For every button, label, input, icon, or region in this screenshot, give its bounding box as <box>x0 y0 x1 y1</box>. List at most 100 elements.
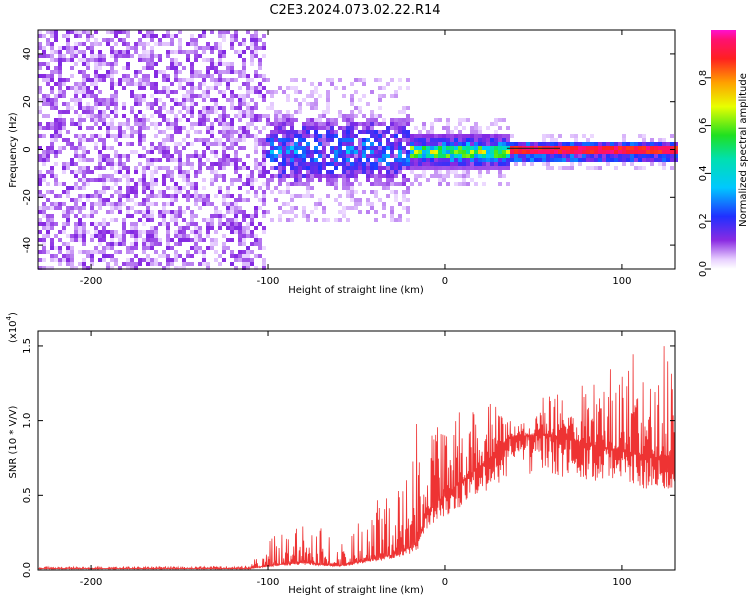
heatmap-cell <box>306 150 310 154</box>
heatmap-cell <box>430 166 434 170</box>
heatmap-cell <box>190 122 194 126</box>
heatmap-cell <box>122 194 126 198</box>
heatmap-cell <box>154 250 158 254</box>
heatmap-cell <box>170 186 174 190</box>
heatmap-cell <box>386 130 390 134</box>
heatmap-cell <box>454 174 458 178</box>
heatmap-cell <box>142 66 146 70</box>
heatmap-cell <box>178 234 182 238</box>
heatmap-cell <box>110 86 114 90</box>
heatmap-cell <box>206 158 210 162</box>
heatmap-cell <box>398 150 402 154</box>
heatmap-cell <box>262 142 266 146</box>
heatmap-cell <box>470 134 474 138</box>
heatmap-cell <box>606 150 610 154</box>
heatmap-cell <box>226 30 230 34</box>
heatmap-cell <box>430 138 434 142</box>
heatmap-cell <box>306 174 310 178</box>
heatmap-cell <box>194 94 198 98</box>
heatmap-cell <box>194 190 198 194</box>
heatmap-cell <box>158 38 162 42</box>
heatmap-cell <box>198 154 202 158</box>
heatmap-cell <box>278 178 282 182</box>
heatmap-cell <box>230 38 234 42</box>
heatmap-cell <box>210 166 214 170</box>
heatmap-cell <box>370 162 374 166</box>
heatmap-cell <box>126 82 130 86</box>
heatmap-cell <box>334 182 338 186</box>
heatmap-cell <box>158 98 162 102</box>
heatmap-cell <box>118 234 122 238</box>
heatmap-cell <box>434 166 438 170</box>
heatmap-cell <box>146 202 150 206</box>
heatmap-cell <box>78 42 82 46</box>
heatmap-cell <box>382 158 386 162</box>
heatmap-cell <box>106 122 110 126</box>
heatmap-cell <box>166 126 170 130</box>
heatmap-cell <box>242 210 246 214</box>
heatmap-cell <box>186 50 190 54</box>
heatmap-cell <box>94 54 98 58</box>
heatmap-cell <box>338 110 342 114</box>
heatmap-cell <box>182 210 186 214</box>
heatmap-cell <box>86 86 90 90</box>
heatmap-cell <box>478 146 482 150</box>
heatmap-cell <box>166 234 170 238</box>
heatmap-cell <box>634 158 638 162</box>
heatmap-cell <box>154 42 158 46</box>
heatmap-cell <box>318 154 322 158</box>
heatmap-cell <box>142 238 146 242</box>
heatmap-cell <box>146 102 150 106</box>
heatmap-cell <box>150 258 154 262</box>
heatmap-cell <box>610 158 614 162</box>
heatmap-cell <box>254 166 258 170</box>
heatmap-cell <box>278 110 282 114</box>
heatmap-cell <box>110 186 114 190</box>
heatmap-cell <box>310 94 314 98</box>
heatmap-cell <box>346 182 350 186</box>
heatmap-cell <box>54 106 58 110</box>
heatmap-cell <box>346 142 350 146</box>
heatmap-cell <box>346 178 350 182</box>
heatmap-cell <box>238 222 242 226</box>
heatmap-cell <box>154 238 158 242</box>
heatmap-cell <box>230 222 234 226</box>
heatmap-cell <box>178 238 182 242</box>
heatmap-cell <box>398 162 402 166</box>
heatmap-cell <box>282 162 286 166</box>
heatmap-cell <box>478 162 482 166</box>
heatmap-cell <box>62 182 66 186</box>
heatmap-cell <box>662 146 666 150</box>
heatmap-cell <box>382 186 386 190</box>
heatmap-cell <box>134 266 138 270</box>
heatmap-cell <box>310 186 314 190</box>
heatmap-cell <box>318 94 322 98</box>
heatmap-cell <box>318 118 322 122</box>
heatmap-cell <box>74 182 78 186</box>
heatmap-cell <box>90 46 94 50</box>
heatmap-cell <box>238 178 242 182</box>
heatmap-cell <box>66 42 70 46</box>
heatmap-cell <box>250 218 254 222</box>
heatmap-cell <box>174 102 178 106</box>
heatmap-cell <box>262 154 266 158</box>
heatmap-cell <box>238 198 242 202</box>
heatmap-cell <box>342 114 346 118</box>
heatmap-cell <box>310 82 314 86</box>
heatmap-cell <box>638 150 642 154</box>
heatmap-cell <box>162 146 166 150</box>
heatmap-cell <box>54 30 58 34</box>
heatmap-cell <box>126 210 130 214</box>
heatmap-cell <box>226 66 230 70</box>
heatmap-cell <box>494 150 498 154</box>
heatmap-cell <box>50 42 54 46</box>
heatmap-cell <box>222 178 226 182</box>
heatmap-cell <box>250 118 254 122</box>
heatmap-cell <box>478 134 482 138</box>
heatmap-cell <box>346 158 350 162</box>
heatmap-cell <box>166 202 170 206</box>
heatmap-cell <box>106 130 110 134</box>
heatmap-cell <box>50 174 54 178</box>
heatmap-cell <box>278 146 282 150</box>
heatmap-cell <box>218 118 222 122</box>
